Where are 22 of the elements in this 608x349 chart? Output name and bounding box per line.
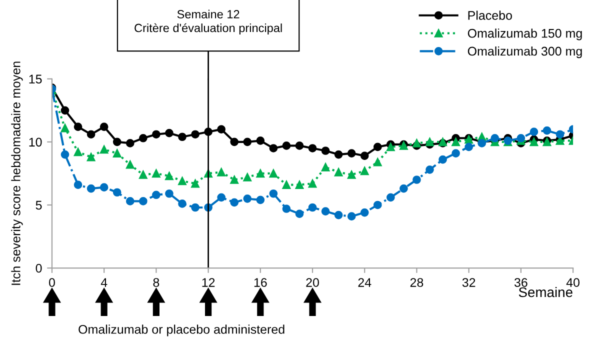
y-tick-label: 10	[29, 138, 42, 147]
x-tick-label: 16	[254, 278, 267, 287]
x-tick-label: 28	[410, 278, 424, 287]
text: Omalizumab or placebo administered	[78, 324, 284, 336]
legend-label: Omalizumab 150 mg	[468, 28, 582, 40]
legend-label: Omalizumab 300 mg	[468, 46, 582, 58]
y-axis-title: Itch severity score hebdomadaire moyen	[11, 62, 23, 285]
x-tick-label: 40	[566, 278, 580, 287]
x-tick-label: 32	[462, 278, 476, 287]
ref-line-label: Semaine 12 Critère d'évaluation principal	[134, 10, 282, 35]
x-tick-label: 24	[358, 278, 372, 287]
x-tick-label: 4	[100, 278, 108, 287]
x-tick-label: 0	[48, 278, 55, 287]
x-tick-label: 8	[153, 278, 160, 287]
y-tick-label: 5	[36, 200, 42, 210]
x-axis-title: Semaine	[518, 286, 572, 298]
x-tick-label: 20	[306, 278, 319, 287]
legend-label: Placebo	[468, 10, 512, 20]
y-tick-label: 0	[36, 264, 42, 273]
x-tick-label: 12	[202, 278, 215, 287]
y-tick-label: 15	[29, 74, 42, 84]
x-tick-label: 36	[514, 278, 528, 287]
